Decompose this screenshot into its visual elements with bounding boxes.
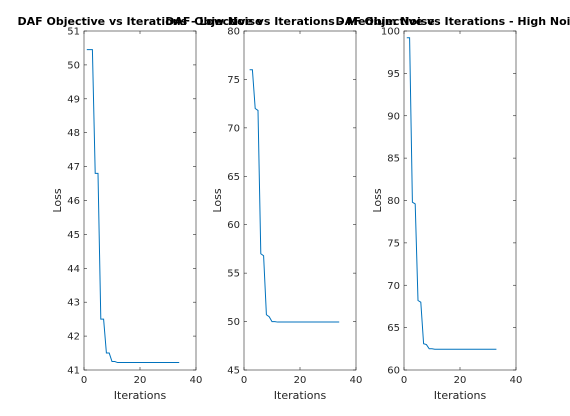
series-line	[406, 37, 497, 350]
y-tick-label: 65	[387, 323, 400, 334]
x-axis-label: Iterations	[434, 389, 487, 402]
y-tick-label: 51	[67, 27, 80, 38]
y-tick-label: 70	[227, 123, 240, 134]
y-axis-label: Loss	[51, 188, 64, 212]
y-tick-label: 70	[387, 281, 400, 292]
y-tick-label: 95	[387, 69, 400, 80]
chart-title: DAF Objective vs Iterations - Medium Noi…	[165, 15, 435, 28]
x-tick-label: 0	[241, 375, 247, 386]
y-tick-label: 85	[387, 154, 400, 165]
y-tick-label: 90	[387, 111, 400, 122]
x-tick-label: 40	[190, 375, 203, 386]
x-tick-label: 20	[454, 375, 467, 386]
y-tick-label: 44	[67, 264, 80, 275]
series-line	[86, 49, 180, 364]
axes-box	[403, 30, 517, 371]
y-tick-label: 47	[67, 162, 80, 173]
x-axis-label: Iterations	[274, 389, 327, 402]
x-tick-label: 0	[81, 375, 87, 386]
x-tick-label: 40	[350, 375, 363, 386]
series-line	[249, 69, 340, 323]
y-tick-label: 80	[387, 196, 400, 207]
y-tick-label: 50	[67, 60, 80, 71]
x-tick-label: 40	[510, 375, 523, 386]
y-axis-label: Loss	[211, 188, 224, 212]
y-tick-label: 60	[387, 366, 400, 377]
y-tick-label: 60	[227, 220, 240, 231]
x-tick-label: 20	[134, 375, 147, 386]
y-tick-label: 43	[67, 298, 80, 309]
chart-title: DAF Objective vs Iterations - Low Noise	[18, 15, 263, 28]
y-tick-label: 50	[227, 317, 240, 328]
subplot-high-noise: 0 20 40 60 65 70 75 80 85 90 95 100 Iterations Loss DA…	[336, 15, 570, 402]
y-tick-label: 65	[227, 172, 240, 183]
chart-title: DAF Objective vs Iterations - High Noise	[336, 15, 570, 28]
axes-box	[243, 30, 357, 371]
y-tick-label: 75	[227, 75, 240, 86]
y-axis-label: Loss	[371, 188, 384, 212]
y-tick-label: 75	[387, 238, 400, 249]
y-tick-label: 80	[227, 27, 240, 38]
y-tick-label: 45	[67, 230, 80, 241]
subplot-medium-noise: 0 20 40 45 50 55 60 65 70 75 80 Iterations Loss DAF O…	[165, 15, 435, 402]
y-tick-label: 45	[227, 366, 240, 377]
subplot-low-noise: 0 20 40 41 42 43 44 45 46 47 48 49 50 51 Iterations Los…	[18, 15, 263, 402]
y-tick-label: 100	[381, 27, 400, 38]
x-axis-label: Iterations	[114, 389, 167, 402]
y-tick-label: 46	[67, 196, 80, 207]
x-tick-label: 0	[401, 375, 407, 386]
y-tick-label: 55	[227, 269, 240, 280]
y-tick-label: 42	[67, 332, 80, 343]
y-tick-label: 41	[67, 366, 80, 377]
y-tick-label: 49	[67, 94, 80, 105]
y-tick-label: 48	[67, 128, 80, 139]
x-tick-label: 20	[294, 375, 307, 386]
